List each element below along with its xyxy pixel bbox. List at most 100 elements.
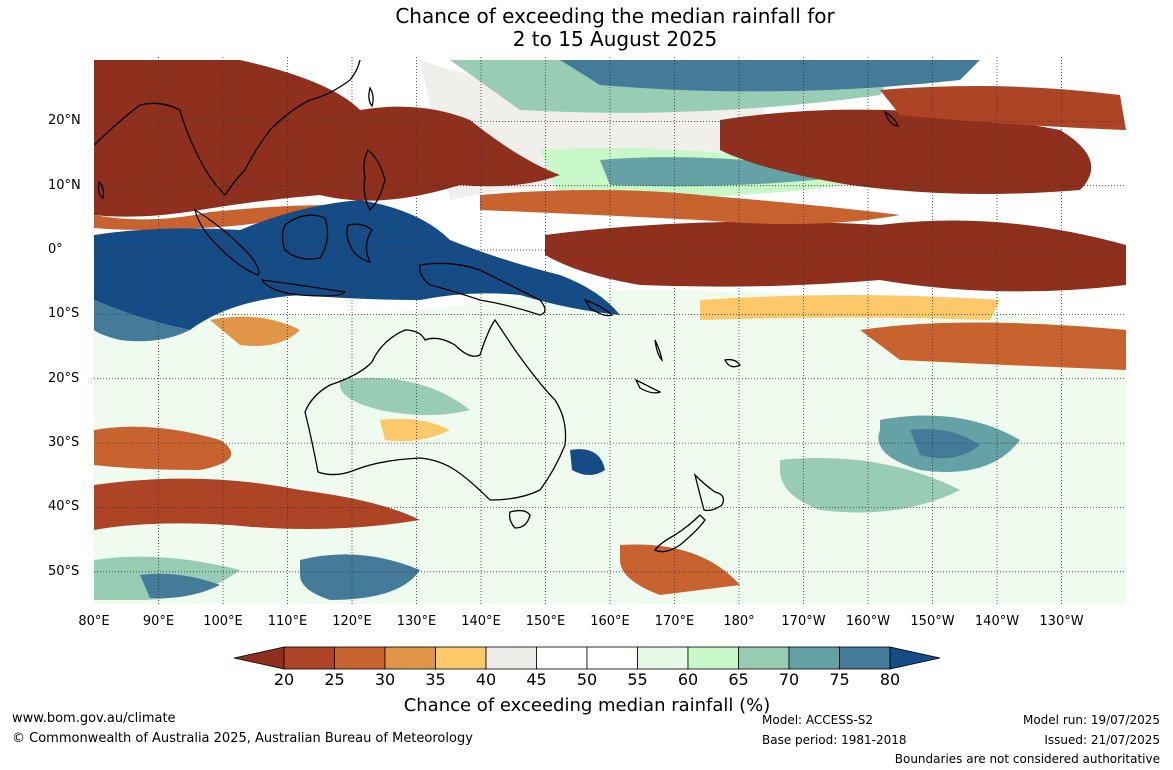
- latitude-label: 50°S: [48, 563, 80, 579]
- australia-coastline: [304, 318, 567, 501]
- region-teal-mid-pacific: [600, 157, 860, 187]
- colorbar-swatch: [586, 646, 638, 670]
- colorbar-swatch: [637, 646, 689, 670]
- colorbar-tick-label: 60: [677, 670, 699, 689]
- region-dry-equatorial: [545, 220, 1126, 292]
- colorbar-swatch: [687, 646, 739, 670]
- region-dry-south-pacific: [860, 322, 1126, 370]
- graticule: [94, 57, 1126, 604]
- colorbar-extend-high: [889, 646, 941, 670]
- colorbar-swatch: [738, 646, 790, 670]
- colorbar-swatch: [839, 646, 891, 670]
- colorbar-label: Chance of exceeding median rainfall (%): [403, 695, 771, 716]
- colorbar-swatch: [283, 646, 335, 670]
- footer-website: www.bom.gov.au/climate: [12, 711, 176, 726]
- colorbar-tick-label: 40: [475, 670, 497, 689]
- colorbar-swatches: [233, 646, 941, 670]
- solomon-islands-coastline: [583, 298, 614, 317]
- colorbar-swatch: [485, 646, 537, 670]
- sri-lanka-coastline: [97, 180, 105, 199]
- longitude-label: 130°W: [1039, 614, 1084, 629]
- latitude-label: 40°S: [48, 499, 80, 515]
- colorbar-swatch: [536, 646, 588, 670]
- region-wet-tasman: [570, 449, 605, 475]
- longitude-label: 160°E: [590, 614, 630, 629]
- region-green-australia: [340, 378, 470, 415]
- latitude-label: 10°N: [48, 177, 81, 193]
- region-dry-north-pacific-2: [880, 86, 1126, 130]
- colorbar-swatch: [384, 646, 436, 670]
- sumatra-coastline: [193, 208, 260, 276]
- latitude-label: 20°S: [48, 370, 80, 386]
- colorbar-swatch: [334, 646, 386, 670]
- footer-model: Model: ACCESS-S2: [762, 713, 874, 727]
- colorbar-tick-label: 70: [778, 670, 800, 689]
- asia-mainland-coastline: [94, 59, 361, 197]
- colorbar-tick-label: 80: [879, 670, 901, 689]
- footer-issued: Issued: 21/07/2025: [1044, 733, 1160, 747]
- region-green-central-south-pacific: [780, 458, 960, 513]
- latitude-label: 20°N: [48, 113, 81, 129]
- region-dry-equatorial-edge: [480, 190, 900, 224]
- longitude-label: 100°E: [203, 614, 243, 629]
- colorbar-tick-label: 55: [627, 670, 648, 689]
- region-wet-maritime-edge: [94, 300, 190, 342]
- region-dry-asia-edge: [94, 205, 330, 230]
- region-dry-south-indian: [94, 478, 420, 530]
- longitude-label: 130°E: [396, 614, 437, 629]
- colorbar-extend-low: [233, 646, 285, 670]
- latitude-label: 10°S: [48, 306, 80, 322]
- colorbar-swatch: [435, 646, 487, 670]
- region-wet-south-pacific-core: [910, 429, 980, 459]
- colorbar-tick-label: 50: [576, 670, 598, 689]
- region-wet-indian-ocean: [94, 270, 200, 300]
- colorbar-swatch: [788, 646, 840, 670]
- latitude-label: 0°: [48, 242, 63, 258]
- colorbar-tick-label: 75: [829, 670, 850, 689]
- longitude-label: 160°W: [845, 614, 891, 629]
- new-zealand-south-coastline: [654, 514, 706, 553]
- longitude-label: 90°E: [142, 614, 175, 629]
- colorbar-tick-label: 20: [273, 670, 295, 689]
- footer-boundaries: Boundaries are not considered authoritat…: [894, 752, 1160, 766]
- map-title-line-1: Chance of exceeding the median rainfall …: [395, 4, 835, 28]
- taiwan-coastline: [368, 86, 374, 108]
- region-teal-north: [560, 60, 980, 92]
- colorbar-tick-label: 65: [728, 670, 749, 689]
- region-dry-south-tasman: [620, 544, 740, 595]
- java-coastline: [260, 279, 347, 297]
- longitude-label: 150°E: [525, 614, 566, 629]
- longitude-label: 170°E: [654, 614, 695, 629]
- map-title-line-2: 2 to 15 August 2025: [512, 27, 718, 51]
- longitude-label: 180°: [723, 614, 755, 629]
- fiji-coastline: [724, 358, 741, 368]
- region-wet-southern-ocean: [300, 554, 420, 600]
- longitude-label: 140°W: [974, 614, 1020, 629]
- footer-base-period: Base period: 1981-2018: [762, 733, 907, 747]
- new-caledonia-coastline: [634, 378, 662, 394]
- new-zealand-north-coastline: [693, 472, 725, 512]
- longitude-label: 170°W: [781, 614, 826, 629]
- region-dry-south-pacific-yellow: [700, 295, 1000, 320]
- coastlines: [94, 59, 899, 553]
- philippines-coastline: [363, 148, 386, 212]
- region-teal-south: [140, 573, 220, 599]
- region-dry-south-indian-edge: [94, 426, 232, 470]
- borneo-coastline: [281, 214, 329, 260]
- latitude-label: 30°S: [48, 435, 80, 451]
- footer-model-run: Model run: 19/07/2025: [1022, 713, 1160, 727]
- colorbar-tick-label: 30: [374, 670, 396, 689]
- sulawesi-coastline: [346, 223, 373, 263]
- new-guinea-coastline: [419, 262, 546, 316]
- region-dry-australia-north: [210, 316, 300, 346]
- colorbar-tick-label: 35: [425, 670, 446, 689]
- colorbar-tick-label: 25: [324, 670, 345, 689]
- region-dry-australia-east: [380, 418, 450, 442]
- longitude-label: 110°E: [267, 614, 308, 629]
- footer-copyright: © Commonwealth of Australia 2025, Austra…: [12, 731, 473, 746]
- colorbar-tick-label: 45: [526, 670, 547, 689]
- tasmania-coastline: [508, 509, 531, 529]
- longitude-label: 150°W: [910, 614, 955, 629]
- region-dry-north-pacific-1: [720, 109, 1092, 194]
- rainfall-probability-map: [94, 57, 1126, 604]
